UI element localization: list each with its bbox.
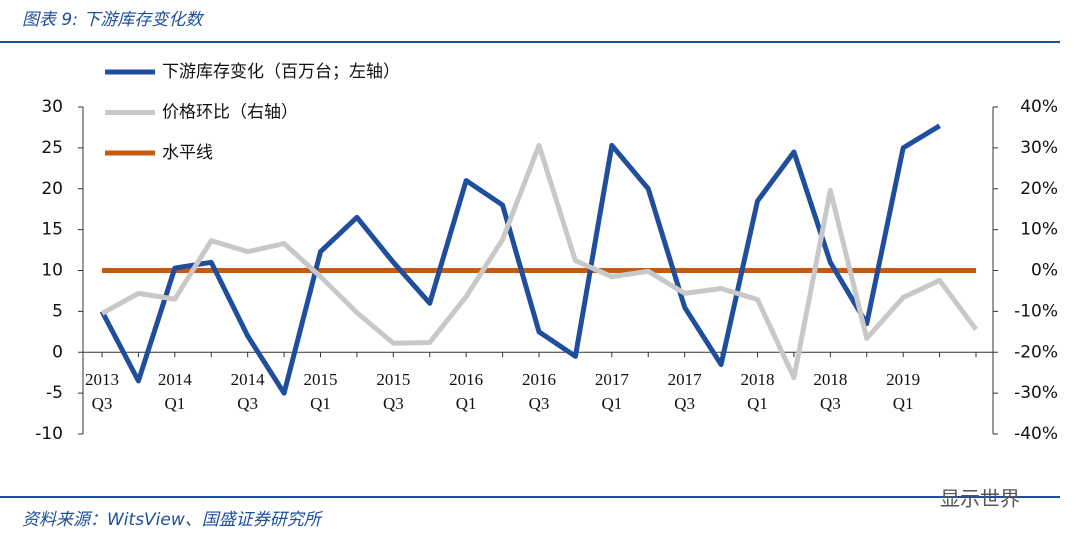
watermark: 显示世界 [940, 487, 1020, 511]
x-tick-label: 2013 Q3 [85, 370, 119, 414]
y2-tick-label: -10% [1014, 301, 1058, 321]
y2-tick-label: 30% [1020, 138, 1058, 158]
x-tick-label: 2015 Q1 [303, 370, 338, 414]
y2-tick-label: 40% [1020, 97, 1058, 117]
x-tick-label: 2017 Q3 [667, 370, 702, 414]
y-tick-label: -10 [35, 424, 63, 444]
legend-label: 水平线 [162, 143, 213, 163]
x-tick-label: 2016 Q3 [522, 370, 556, 414]
line-series [99, 123, 941, 396]
y2-tick-label: -20% [1014, 342, 1058, 362]
legend-label: 下游库存变化（百万台；左轴） [162, 62, 400, 82]
y-tick-label: 5 [52, 301, 63, 321]
x-tick-label: 2018 Q3 [813, 370, 848, 414]
x-tick-label: 2019 Q1 [886, 370, 921, 414]
y-tick-label: 10 [41, 261, 63, 281]
y-tick-label: 15 [41, 220, 63, 240]
x-tick-label: 2014 Q1 [157, 370, 192, 414]
y-tick-label: 20 [41, 179, 63, 199]
y2-tick-label: 0% [1031, 261, 1058, 281]
y-tick-label: 25 [41, 138, 63, 158]
y-tick-label: 0 [52, 342, 63, 362]
y2-tick-label: 10% [1020, 220, 1058, 240]
line-series [100, 142, 979, 381]
y2-tick-label: -30% [1014, 383, 1058, 403]
x-tick-label: 2016 Q1 [449, 370, 484, 414]
source: 资料来源：WitsView、国盛证券研究所 [22, 510, 324, 530]
x-tick-label: 2015 Q3 [376, 370, 411, 414]
x-tick-label: 2017 Q1 [594, 370, 629, 414]
figure-title: 图表 9: 下游库存变化数 [22, 10, 204, 30]
x-tick-label: 2014 Q3 [230, 370, 265, 414]
y-tick-label: -5 [46, 383, 63, 403]
y-tick-label: 30 [41, 97, 63, 117]
y2-tick-label: 20% [1020, 179, 1058, 199]
y2-tick-label: -40% [1014, 424, 1058, 444]
x-tick-label: 2018 Q1 [740, 370, 775, 414]
legend-label: 价格环比（右轴） [162, 103, 298, 123]
